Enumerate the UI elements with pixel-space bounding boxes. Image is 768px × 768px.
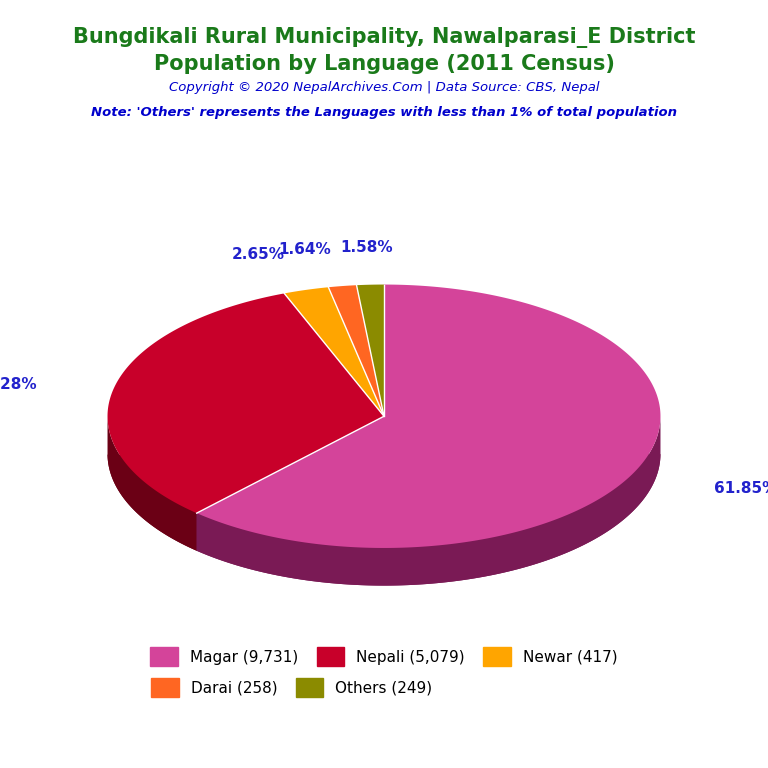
Polygon shape	[197, 416, 384, 551]
Text: Bungdikali Rural Municipality, Nawalparasi_E District: Bungdikali Rural Municipality, Nawalpara…	[73, 27, 695, 48]
Text: Copyright © 2020 NepalArchives.Com | Data Source: CBS, Nepal: Copyright © 2020 NepalArchives.Com | Dat…	[169, 81, 599, 94]
Text: 1.64%: 1.64%	[278, 242, 331, 257]
Polygon shape	[329, 285, 384, 416]
Text: 61.85%: 61.85%	[713, 482, 768, 496]
Polygon shape	[197, 285, 660, 548]
Text: 2.65%: 2.65%	[231, 247, 284, 262]
Text: 1.58%: 1.58%	[340, 240, 392, 256]
Polygon shape	[108, 293, 384, 513]
Polygon shape	[108, 454, 384, 551]
Polygon shape	[197, 454, 660, 585]
Text: 32.28%: 32.28%	[0, 377, 36, 392]
Polygon shape	[197, 416, 384, 551]
Legend: Darai (258), Others (249): Darai (258), Others (249)	[145, 672, 439, 703]
Legend: Magar (9,731), Nepali (5,079), Newar (417): Magar (9,731), Nepali (5,079), Newar (41…	[144, 641, 624, 672]
Polygon shape	[356, 285, 384, 416]
Text: Note: 'Others' represents the Languages with less than 1% of total population: Note: 'Others' represents the Languages …	[91, 106, 677, 119]
Polygon shape	[197, 416, 660, 585]
Polygon shape	[108, 417, 197, 551]
Text: Population by Language (2011 Census): Population by Language (2011 Census)	[154, 54, 614, 74]
Polygon shape	[284, 287, 384, 416]
